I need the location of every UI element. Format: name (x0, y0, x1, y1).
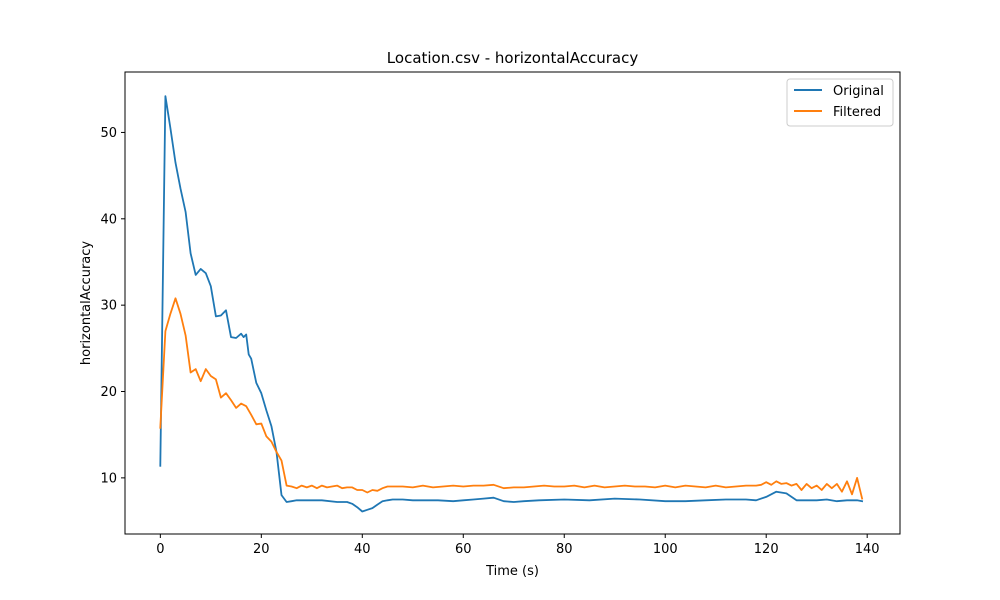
x-tick-label: 120 (754, 542, 779, 557)
x-axis-ticks: 0 20 40 60 80 100 120 140 (156, 534, 880, 557)
y-tick-label: 10 (100, 471, 117, 486)
axes-frame (124, 71, 901, 535)
x-axis-label: Time (s) (485, 564, 539, 579)
x-tick-label: 40 (354, 542, 371, 557)
y-tick-label: 30 (100, 299, 117, 314)
legend: Original Filtered (786, 78, 894, 127)
series-line-original (159, 95, 864, 513)
y-tick-label: 40 (100, 212, 117, 227)
y-axis-ticks: 10 20 30 40 50 (100, 126, 125, 486)
x-tick-label: 80 (556, 542, 573, 557)
y-axis-label: horizontalAccuracy (79, 241, 94, 365)
x-tick-label: 20 (253, 542, 270, 557)
x-tick-label: 140 (855, 542, 880, 557)
x-tick-label: 0 (156, 542, 164, 557)
plot-area (159, 95, 864, 513)
y-tick-label: 20 (100, 385, 117, 400)
x-tick-label: 60 (455, 542, 472, 557)
chart-title: Location.csv - horizontalAccuracy (387, 49, 639, 67)
legend-label-filtered: Filtered (833, 105, 881, 120)
series-line-filtered (159, 297, 864, 500)
y-tick-label: 50 (100, 126, 117, 141)
x-tick-label: 100 (653, 542, 678, 557)
legend-label-original: Original (833, 84, 884, 99)
